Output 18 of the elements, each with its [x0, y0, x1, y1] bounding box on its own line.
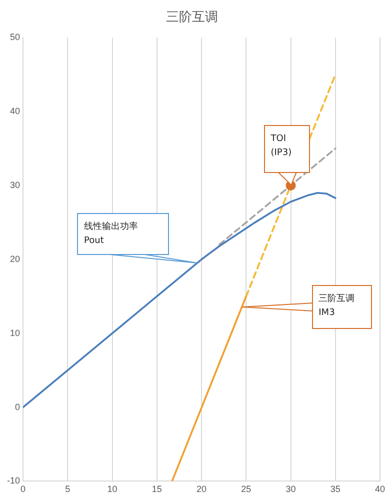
y-tick-label: 40 — [10, 106, 20, 116]
y-tick-label: 0 — [14, 402, 20, 412]
callout-box: 三阶互调 IM3 — [312, 285, 372, 330]
x-tick-label: 5 — [65, 484, 70, 494]
y-tick-label: 50 — [10, 32, 20, 42]
x-tick-label: 25 — [241, 484, 252, 494]
x-tick-label: 35 — [330, 484, 340, 494]
x-tick-label: 30 — [286, 484, 296, 494]
chart-title: 三阶互调 — [166, 10, 218, 26]
x-tick-label: 20 — [196, 484, 207, 494]
x-tick-label: 15 — [152, 484, 162, 494]
x-tick-label: 40 — [374, 484, 386, 494]
y-tick-label: -10 — [6, 476, 20, 486]
x-tick-label: 10 — [107, 484, 118, 494]
callout-box: TOI (IP3) — [264, 125, 310, 174]
y-tick-label: 10 — [10, 328, 20, 338]
y-tick-label: 30 — [10, 180, 20, 190]
y-tick-label: 20 — [10, 254, 20, 264]
